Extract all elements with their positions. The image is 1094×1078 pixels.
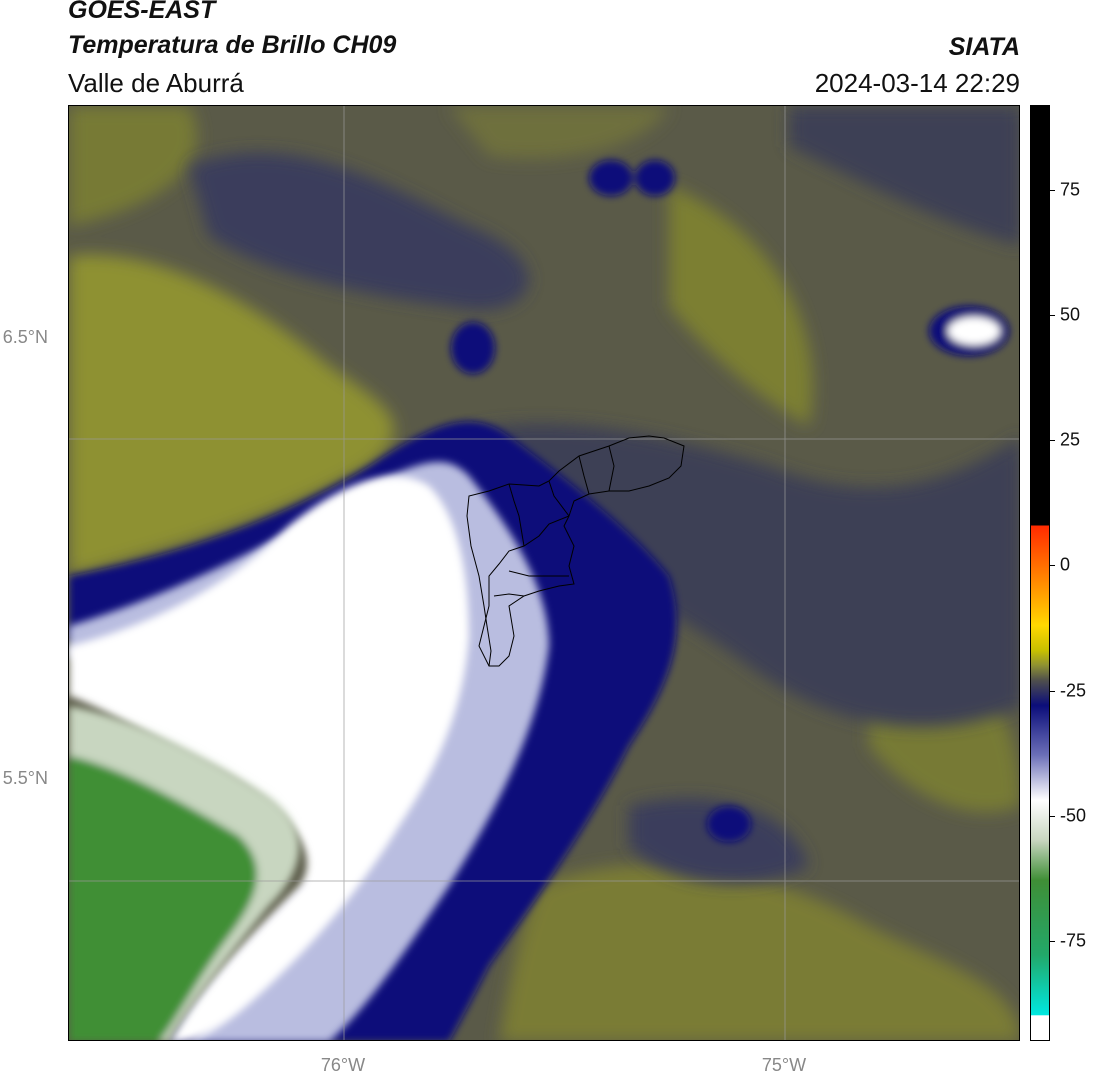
title-line-1: GOES-EAST xyxy=(68,0,216,24)
colorbar-tick-label: -25 xyxy=(1060,680,1087,701)
colorbar-tick-mark xyxy=(1050,815,1055,817)
map-panel[interactable] xyxy=(68,105,1020,1041)
datetime-label: 2024-03-14 22:29 xyxy=(814,68,1020,98)
colorbar-tick-mark xyxy=(1050,690,1055,692)
colorbar-tick-mark xyxy=(1050,565,1055,567)
map-image xyxy=(69,106,1019,1040)
subtitle: Valle de Aburrá xyxy=(68,68,244,98)
colorbar-tick-mark xyxy=(1050,940,1055,942)
cold-core-white xyxy=(69,476,469,1040)
green-region xyxy=(69,706,299,1040)
aburra-valley-boundaries xyxy=(466,435,685,667)
colorbar-tick-mark xyxy=(1050,440,1055,442)
lon-label-76: 76°W xyxy=(320,1055,366,1075)
lon-label-75: 75°W xyxy=(761,1055,807,1075)
colorbar-tick-mark xyxy=(1050,190,1055,192)
colorbar xyxy=(1030,105,1050,1041)
colorbar-tick-label: -75 xyxy=(1060,930,1087,951)
colorbar-tick-mark xyxy=(1050,315,1055,317)
lat-label-6-5: 6.5°N xyxy=(2,327,48,347)
slate-regions xyxy=(189,106,1019,884)
lat-label-5-5: 5.5°N xyxy=(2,768,48,788)
colorbar-tick-label: 50 xyxy=(1060,304,1081,325)
storm-cells xyxy=(451,160,1009,842)
colorbar-tick-label: 25 xyxy=(1060,429,1081,450)
organization-label: SIATA xyxy=(948,33,1020,61)
colorbar-tick-label: 75 xyxy=(1060,179,1081,200)
colorbar-tick-label: -50 xyxy=(1060,805,1087,826)
title-line-2: Temperatura de Brillo CH09 xyxy=(68,31,397,59)
graticule xyxy=(69,106,1019,1040)
warm-regions xyxy=(69,106,1019,1040)
colorbar-tick-label: 0 xyxy=(1060,554,1071,575)
